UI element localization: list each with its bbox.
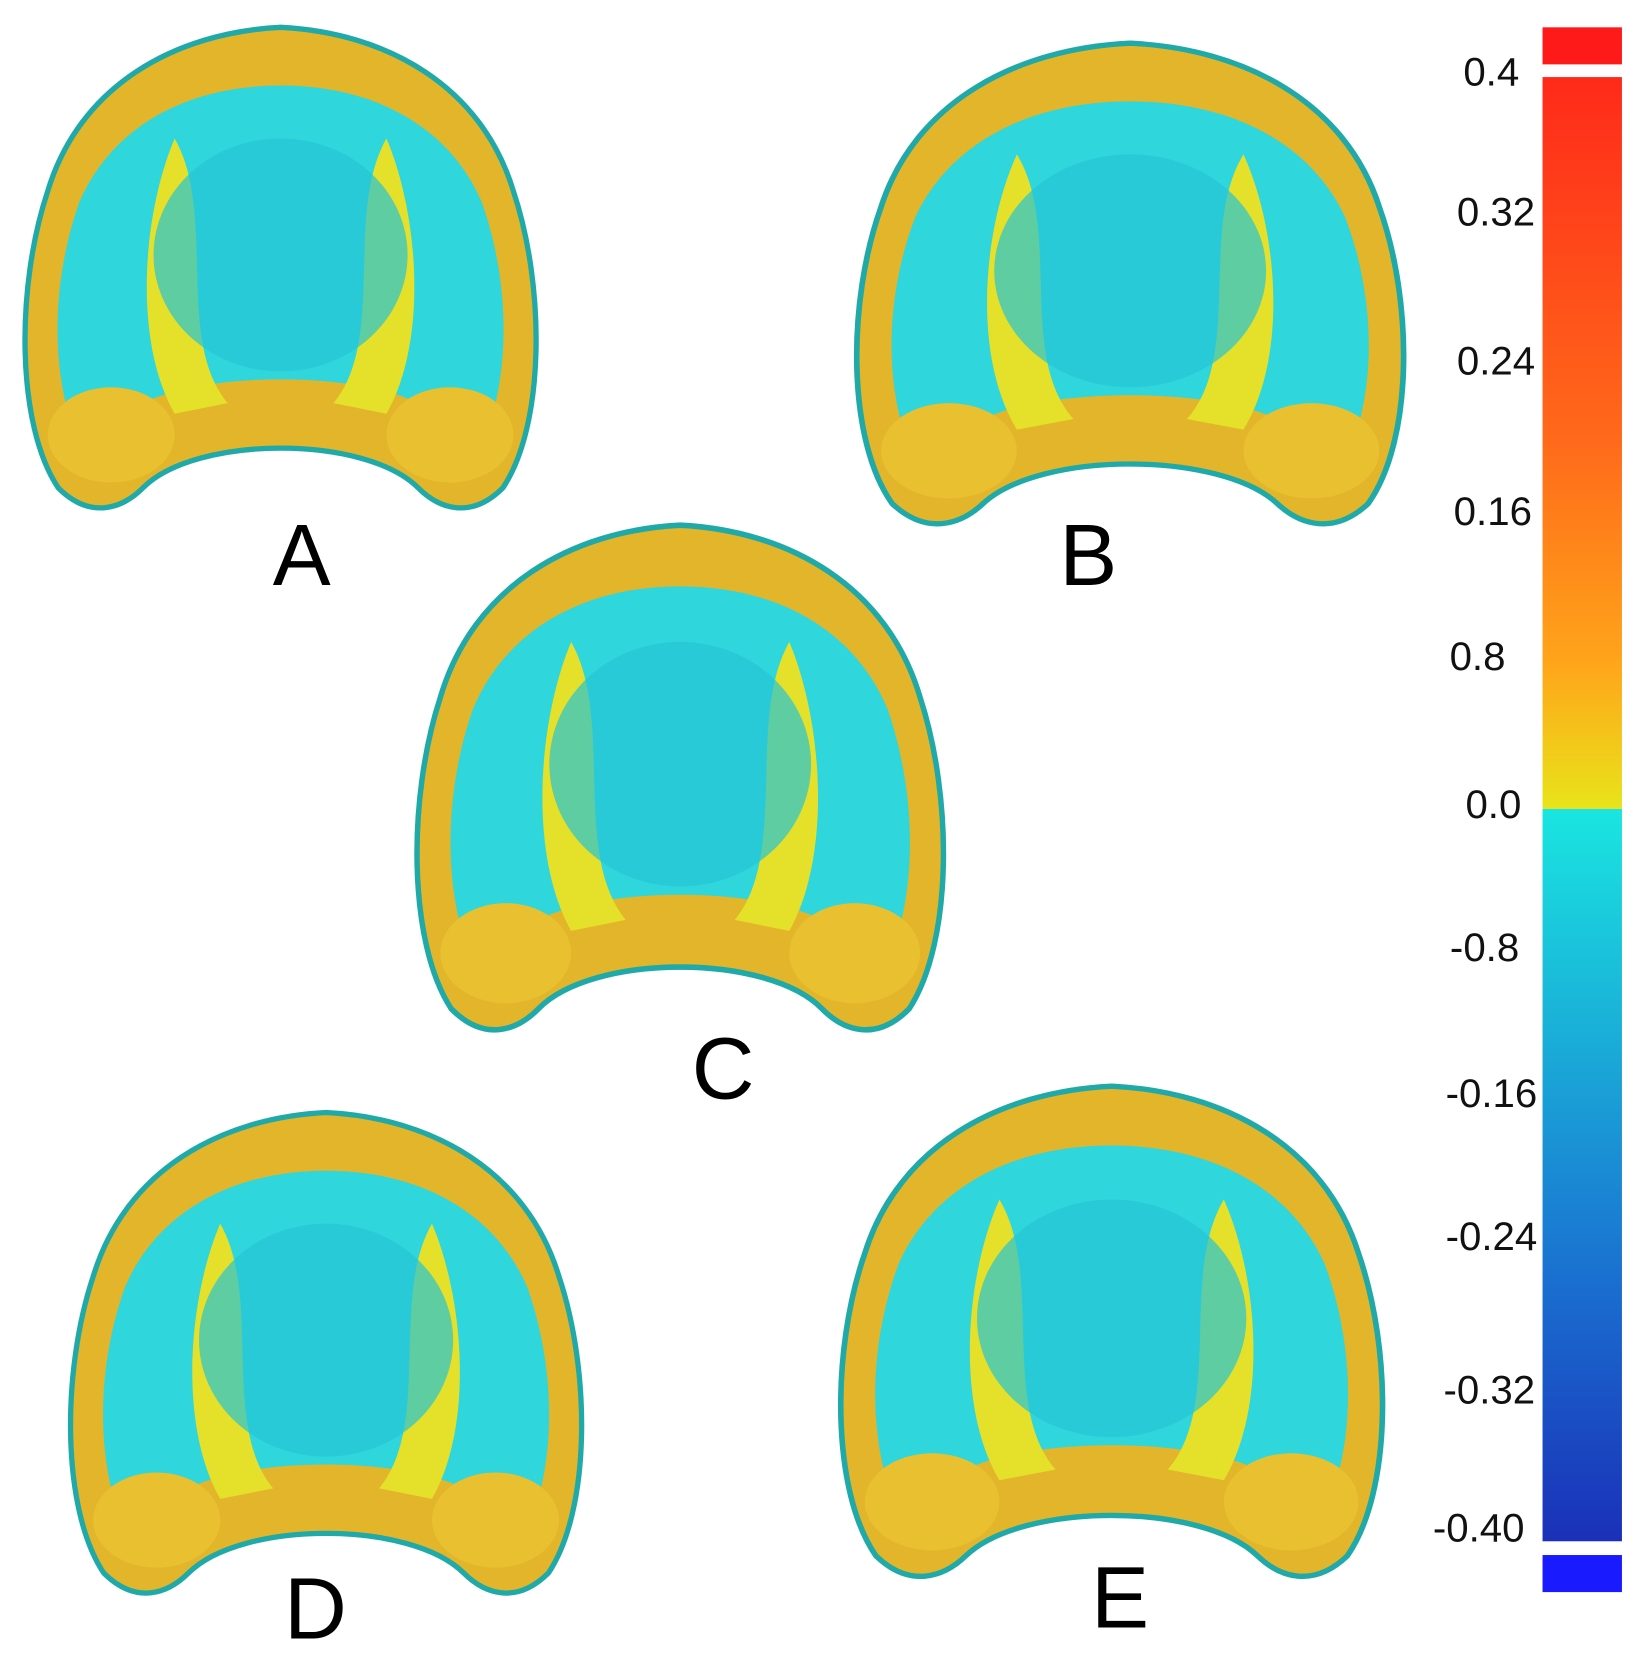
scale-label: -0.40 — [1433, 1505, 1525, 1550]
color-bar — [1542, 77, 1622, 1542]
scale-label: -0.32 — [1443, 1368, 1535, 1413]
denture-e — [841, 1086, 1383, 1576]
scale-overflow — [1542, 27, 1622, 65]
scale-label: 0.24 — [1457, 339, 1535, 384]
denture-d — [71, 1112, 582, 1593]
panel-label: A — [273, 507, 331, 604]
panel-label: B — [1059, 507, 1117, 604]
scale-label: 0.0 — [1465, 782, 1521, 827]
denture-c — [417, 525, 943, 1030]
scale-label: -0.16 — [1446, 1071, 1538, 1116]
panel-label: C — [692, 1020, 755, 1117]
scale-underflow — [1542, 1555, 1622, 1593]
scale-label: 0.4 — [1463, 50, 1519, 95]
scale-label: -0.24 — [1446, 1214, 1538, 1259]
denture-b — [857, 43, 1404, 524]
denture-a — [25, 27, 536, 508]
scale-label: 0.32 — [1457, 189, 1535, 234]
scale-label: 0.8 — [1450, 634, 1506, 679]
scale-label: 0.16 — [1454, 489, 1532, 534]
panel-label: E — [1091, 1550, 1149, 1647]
scale-labels: 0.4 0.32 0.24 0.16 0.8 0.0 -0.8 -0.16 -0.24 -0.32… — [1433, 50, 1537, 1551]
scale-label: -0.8 — [1450, 925, 1519, 970]
panel-label: D — [284, 1560, 347, 1657]
